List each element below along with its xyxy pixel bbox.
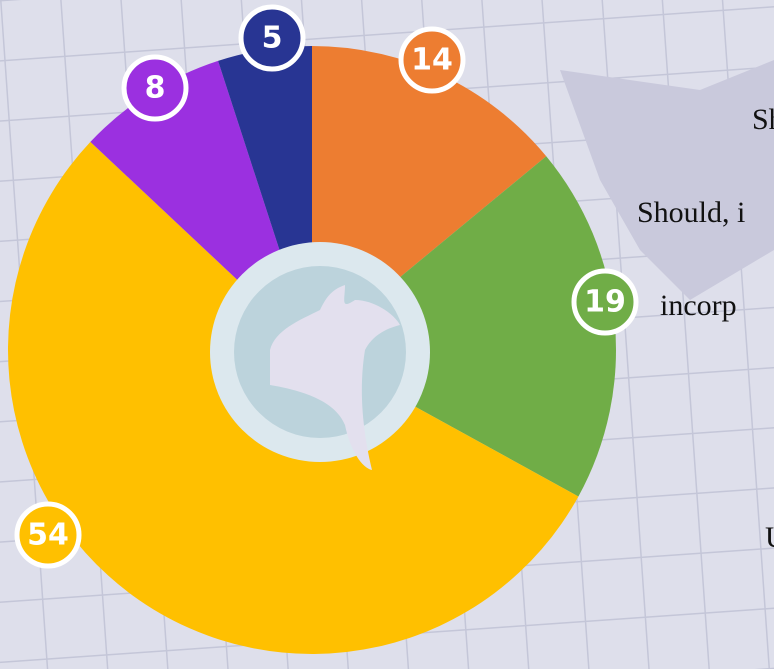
value-badge	[121, 54, 189, 122]
pie-slice	[312, 156, 616, 497]
annotation: Sh	[752, 103, 774, 136]
value-badge	[571, 268, 639, 336]
value-badge	[14, 501, 82, 569]
value-badge	[398, 26, 466, 94]
value-label: 14	[411, 43, 453, 78]
value-badge	[238, 4, 306, 72]
annotation: Should, i	[637, 196, 745, 229]
annotations: Sh Should, i incorp U	[637, 103, 774, 554]
annotation: U	[765, 521, 774, 554]
annotation: incorp	[660, 289, 737, 322]
value-label: 5	[262, 21, 283, 56]
value-label: 54	[27, 518, 69, 553]
map-shape	[560, 60, 774, 300]
dove-icon	[270, 285, 400, 470]
value-label: 8	[145, 71, 166, 106]
value-labels: 14 19 54 8 5	[14, 4, 639, 569]
value-label: 19	[584, 285, 626, 320]
